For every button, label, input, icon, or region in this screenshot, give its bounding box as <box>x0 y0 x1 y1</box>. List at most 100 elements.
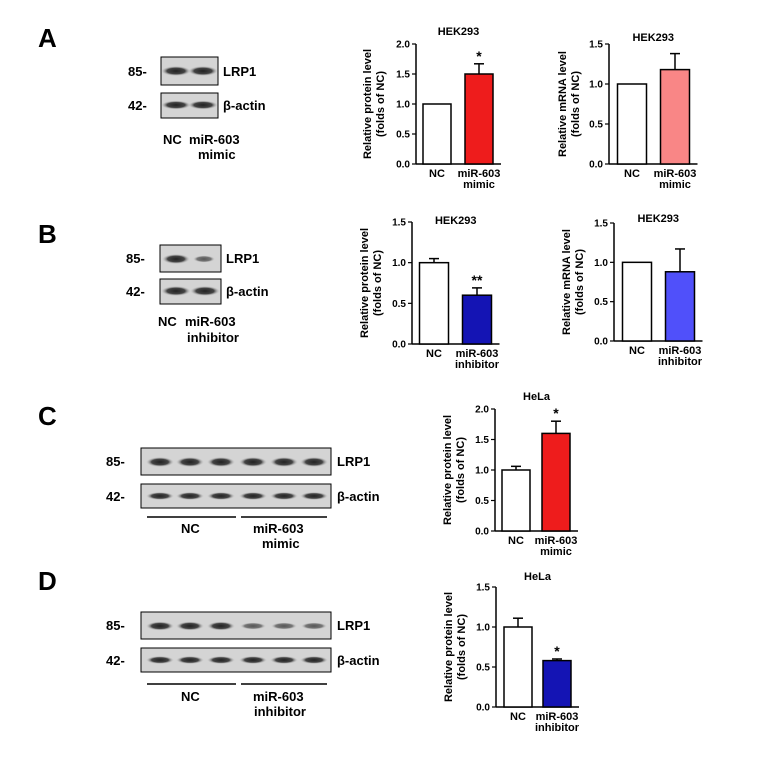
protein-label-actin-c: β-actin <box>337 489 380 504</box>
protein-label-lrp1-d: LRP1 <box>337 618 370 633</box>
group-label-nc-b: NC <box>158 314 177 329</box>
y-tick-label: 0.0 <box>594 337 608 348</box>
y-tick-label: 1.0 <box>589 80 603 91</box>
y-tick-label: 1.5 <box>594 219 608 230</box>
group-label-mir603-c: miR-603 <box>253 521 304 536</box>
bar-1 <box>461 294 493 345</box>
western-blot-d: 85- 42- LRP1 β-actin NC miR-603 inhibito… <box>106 611 380 719</box>
mw-marker-42-c: 42- <box>106 489 125 504</box>
chart-title: HeLa <box>523 391 551 403</box>
mw-marker-42-a: 42- <box>128 98 147 113</box>
y-tick-label: 0.0 <box>476 703 490 714</box>
bar-charts: HEK293 0.0 0.5 1.0 1.5 2.0 Relative protein le… <box>359 26 703 734</box>
category-label: NC <box>426 348 442 360</box>
protein-label-actin-a: β-actin <box>223 98 266 113</box>
y-axis-label: Relative protein level <box>362 49 374 159</box>
bar-0 <box>501 469 531 532</box>
western-blot-c: 85- 42- LRP1 β-actin NC miR-603 mimic <box>106 447 380 551</box>
mw-marker-85-b: 85- <box>126 251 145 266</box>
group-label-treatment-c: mimic <box>262 536 300 551</box>
category-label: mimic <box>659 179 691 191</box>
y-tick-label: 0.5 <box>475 496 489 507</box>
y-tick-label: 1.0 <box>392 258 406 269</box>
bar-chart-d-protein: HeLa 0.0 0.5 1.0 1.5 Relative protein level (f… <box>443 571 580 734</box>
category-label: inhibitor <box>455 359 500 371</box>
y-tick-label: 1.0 <box>594 258 608 269</box>
category-label: miR-603 <box>659 345 702 357</box>
bar-1 <box>541 432 571 532</box>
protein-label-actin-d: β-actin <box>337 653 380 668</box>
protein-label-lrp1-b: LRP1 <box>226 251 259 266</box>
category-label: miR-603 <box>535 535 578 547</box>
category-label: NC <box>429 168 445 180</box>
group-label-mir603-a: miR-603 <box>189 132 240 147</box>
significance-marker: * <box>476 48 482 64</box>
category-label: miR-603 <box>456 348 499 360</box>
y-axis-label: Relative mRNA level <box>561 229 573 335</box>
y-axis-label: (folds of NC) <box>570 71 582 137</box>
chart-title: HEK293 <box>438 26 480 38</box>
category-label: NC <box>629 345 645 357</box>
y-axis-label: Relative mRNA level <box>557 51 569 157</box>
protein-label-lrp1-a: LRP1 <box>223 64 256 79</box>
mw-marker-42-d: 42- <box>106 653 125 668</box>
bar-0 <box>418 261 450 345</box>
bar-1 <box>464 73 494 165</box>
y-tick-label: 1.0 <box>475 466 489 477</box>
panel-letter-c: C <box>38 401 57 431</box>
bar-1 <box>664 271 696 342</box>
category-label: inhibitor <box>535 722 580 734</box>
y-tick-label: 2.0 <box>475 405 489 416</box>
y-tick-label: 1.5 <box>392 218 406 229</box>
bar-0 <box>621 261 653 342</box>
y-tick-label: 0.5 <box>396 130 410 141</box>
group-label-treatment-d: inhibitor <box>254 704 306 719</box>
y-tick-label: 0.0 <box>392 340 406 351</box>
category-label: NC <box>624 168 640 180</box>
chart-title: HEK293 <box>435 215 477 227</box>
y-axis-label: (folds of NC) <box>375 71 387 137</box>
protein-label-actin-b: β-actin <box>226 284 269 299</box>
panel-letter-a: A <box>38 23 57 53</box>
category-label: NC <box>508 535 524 547</box>
category-label: mimic <box>540 546 572 558</box>
y-tick-label: 1.5 <box>476 583 490 594</box>
chart-title: HeLa <box>524 571 552 583</box>
y-tick-label: 0.0 <box>396 160 410 171</box>
bar-0 <box>422 103 452 165</box>
y-axis-label: Relative protein level <box>442 415 454 525</box>
bar-0 <box>616 83 648 165</box>
western-blot-a: 85- 42- LRP1 β-actin NC miR-603 mimic <box>128 56 266 162</box>
panel-letter-d: D <box>38 566 57 596</box>
y-tick-label: 0.5 <box>392 299 406 310</box>
y-tick-label: 0.0 <box>589 160 603 171</box>
mw-marker-42-b: 42- <box>126 284 145 299</box>
y-tick-label: 0.5 <box>589 120 603 131</box>
bar-chart-a-protein: HEK293 0.0 0.5 1.0 1.5 2.0 Relative protein le… <box>362 26 501 191</box>
category-label: miR-603 <box>536 711 579 723</box>
y-tick-label: 0.5 <box>594 297 608 308</box>
group-label-treatment-a: mimic <box>198 147 236 162</box>
group-label-mir603-d: miR-603 <box>253 689 304 704</box>
significance-marker: * <box>554 643 560 659</box>
mw-marker-85-c: 85- <box>106 454 125 469</box>
bar-chart-a-mrna: HEK293 0.0 0.5 1.0 1.5 Relative mRNA level (fo… <box>557 32 698 191</box>
y-axis-label: (folds of NC) <box>574 249 586 315</box>
panel-letter-b: B <box>38 219 57 249</box>
group-label-nc-c: NC <box>181 521 200 536</box>
significance-marker: ** <box>472 272 483 288</box>
category-label: mimic <box>463 179 495 191</box>
significance-marker: * <box>553 405 559 421</box>
chart-title: HEK293 <box>632 32 674 44</box>
y-axis-label: (folds of NC) <box>455 437 467 503</box>
y-tick-label: 2.0 <box>396 40 410 51</box>
group-label-treatment-b: inhibitor <box>187 330 239 345</box>
group-label-nc-a: NC <box>163 132 182 147</box>
bar-1 <box>659 68 691 165</box>
chart-title: HEK293 <box>637 213 679 225</box>
category-label: NC <box>510 711 526 723</box>
y-tick-label: 1.5 <box>396 70 410 81</box>
mw-marker-85-a: 85- <box>128 64 147 79</box>
y-tick-label: 0.0 <box>475 527 489 538</box>
